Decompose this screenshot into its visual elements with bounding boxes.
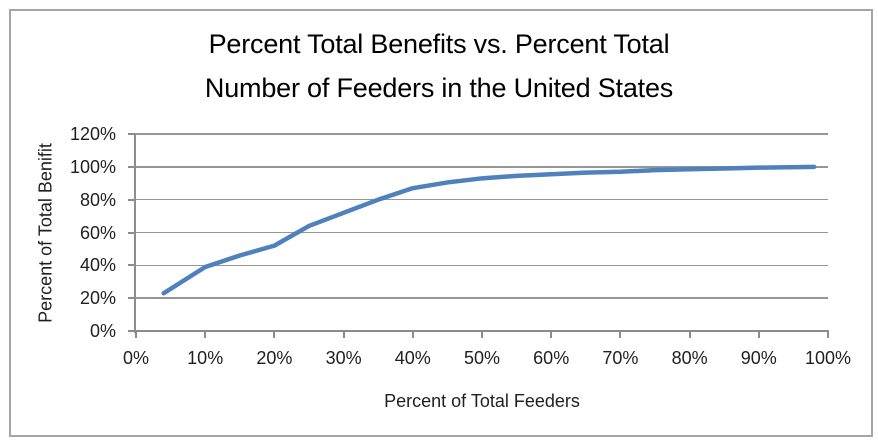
gridline bbox=[136, 166, 828, 168]
x-axis-tick bbox=[827, 331, 829, 338]
x-axis-tick bbox=[550, 331, 553, 338]
y-axis-tick bbox=[128, 231, 136, 234]
x-axis-tick bbox=[204, 331, 207, 338]
chart-title-line-2: Number of Feeders in the United States bbox=[204, 73, 674, 103]
y-tick-label: 20% bbox=[79, 288, 116, 309]
y-axis-tick bbox=[128, 165, 136, 168]
x-tick-label: 40% bbox=[394, 348, 431, 368]
y-axis-tick bbox=[128, 330, 136, 332]
x-tick-label: 70% bbox=[602, 348, 639, 368]
y-axis-tick bbox=[128, 133, 136, 135]
chart-title-line-1: Percent Total Benefits vs. Percent Total bbox=[208, 29, 670, 59]
x-axis-tick bbox=[273, 331, 276, 338]
x-tick-label: 60% bbox=[533, 348, 570, 368]
x-axis-tick bbox=[135, 331, 137, 338]
x-tick-label: 90% bbox=[740, 348, 777, 368]
gridline bbox=[136, 231, 828, 234]
x-axis-title: Percent of Total Feeders bbox=[384, 391, 580, 411]
x-axis-tick bbox=[481, 331, 483, 338]
y-axis-tick bbox=[128, 297, 136, 300]
x-tick-label: 50% bbox=[463, 348, 501, 368]
y-tick-label: 100% bbox=[69, 156, 116, 177]
x-tick-label: 30% bbox=[325, 348, 362, 368]
chart-title: Percent Total Benefits vs. Percent Total… bbox=[0, 22, 878, 110]
y-axis-tick bbox=[128, 264, 136, 267]
x-axis-tick bbox=[757, 331, 760, 338]
gridline bbox=[136, 133, 828, 135]
x-axis-tick bbox=[619, 331, 622, 338]
chart-border bbox=[9, 9, 873, 437]
x-axis-tick bbox=[411, 331, 414, 338]
y-tick-label: 80% bbox=[79, 189, 116, 210]
x-tick-label: 0% bbox=[122, 348, 149, 368]
gridline bbox=[136, 198, 828, 201]
y-tick-label: 40% bbox=[79, 255, 116, 276]
gridline bbox=[136, 297, 828, 299]
x-tick-label: 100% bbox=[804, 348, 852, 368]
x-axis-tick bbox=[342, 331, 345, 338]
y-axis-line bbox=[134, 134, 136, 333]
gridline bbox=[136, 264, 828, 267]
y-tick-label: 60% bbox=[79, 222, 116, 243]
y-axis-tick bbox=[128, 198, 136, 201]
series-line bbox=[161, 164, 817, 296]
y-tick-label: 120% bbox=[69, 124, 116, 144]
x-tick-label: 10% bbox=[187, 348, 224, 368]
x-tick-label: 80% bbox=[671, 348, 708, 368]
y-tick-label: 0% bbox=[89, 321, 116, 341]
x-tick-label: 20% bbox=[256, 348, 293, 368]
x-axis-tick bbox=[688, 331, 691, 338]
